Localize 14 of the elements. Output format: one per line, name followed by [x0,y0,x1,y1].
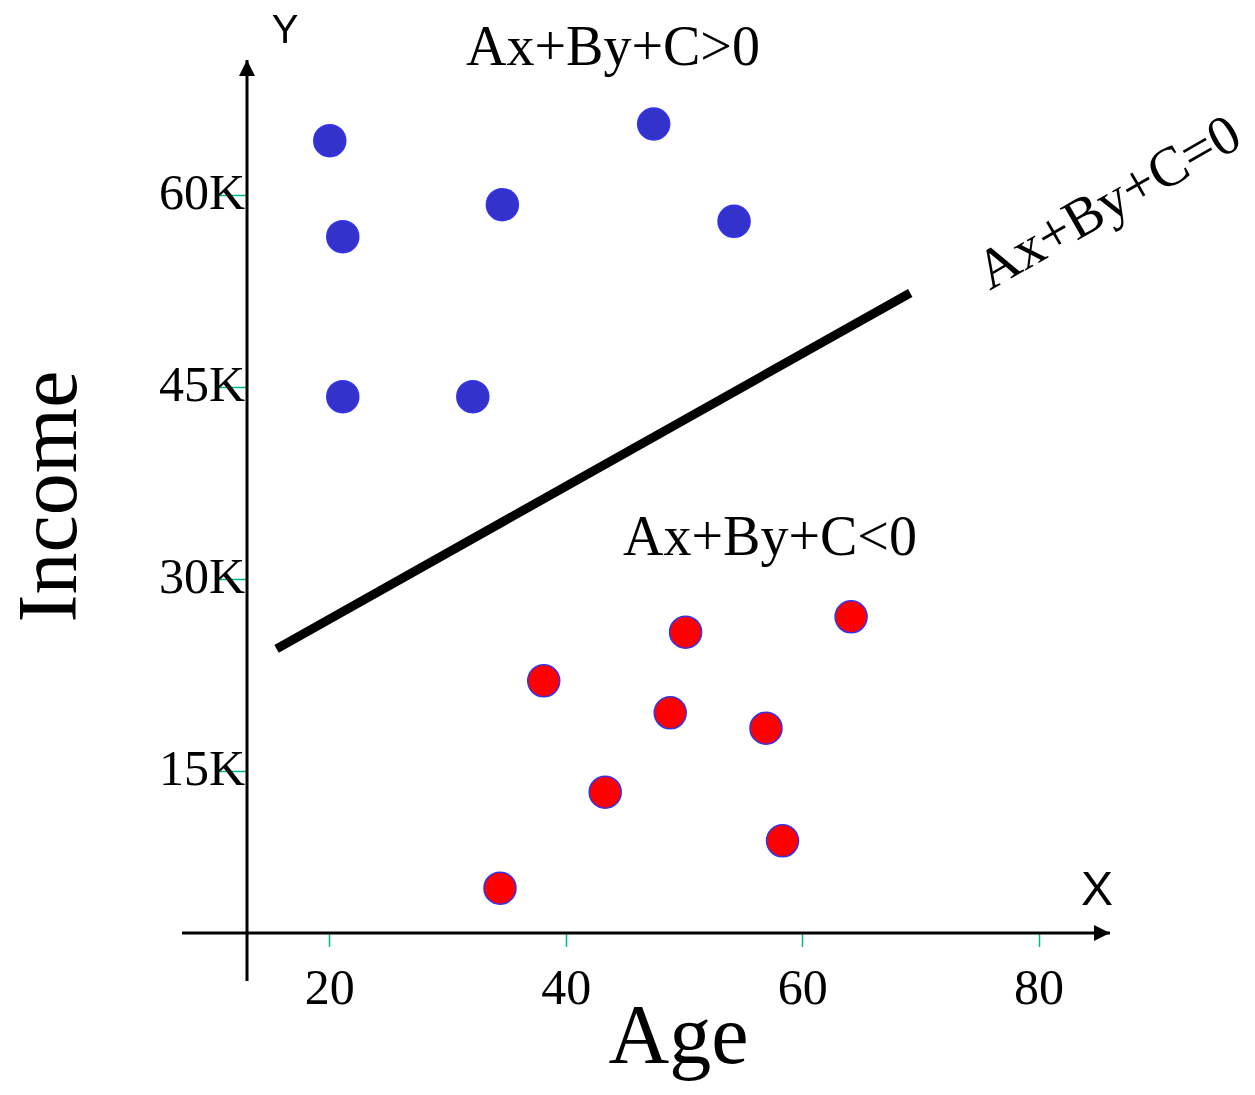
x-axis-title: Age [608,987,749,1081]
x-tick-label: 40 [541,959,592,1016]
x-tick-label: 80 [1014,959,1065,1016]
x-tick-label: 20 [304,959,355,1016]
text: Y [271,7,299,52]
y-tick-label: 60K [158,163,245,220]
y-tick-label: 15K [158,739,245,796]
y-tick-label: 30K [158,547,245,604]
y-axis-title: Income [1,370,95,623]
x-tick-label: 60 [777,959,828,1016]
annotation: X [1080,862,1114,916]
annotation: Ax+By+C<0 [623,504,917,567]
y-tick-label: 45K [158,355,245,412]
annotation: Ax+By+C>0 [466,14,760,77]
